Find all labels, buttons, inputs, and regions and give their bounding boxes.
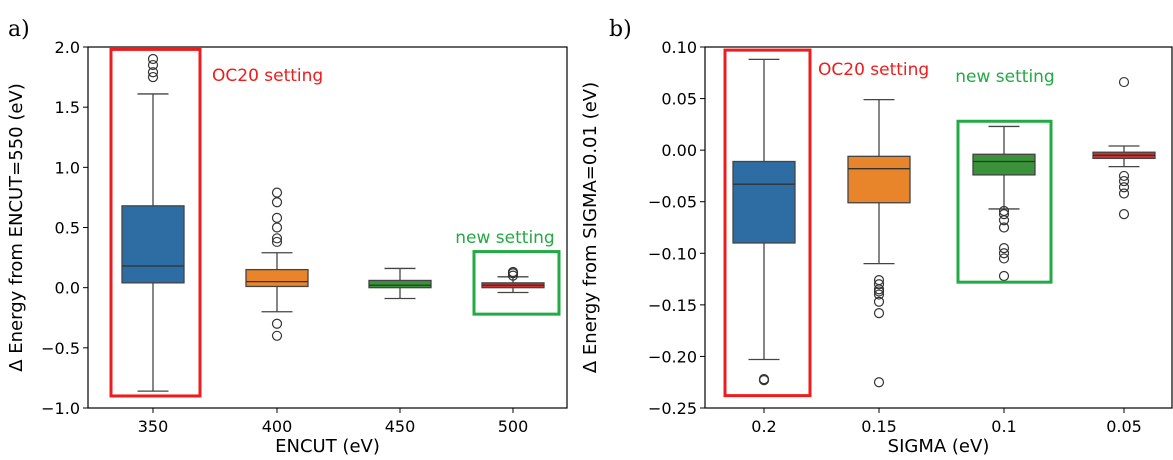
plot-frame bbox=[87, 46, 568, 409]
y-tick-label: 1.5 bbox=[55, 98, 80, 117]
x-tick-label: 500 bbox=[498, 417, 529, 436]
y-axis-label: Δ Energy from ENCUT=550 (eV) bbox=[6, 83, 27, 372]
annotation-label: new setting bbox=[455, 228, 554, 248]
outlier-point bbox=[147, 71, 159, 83]
x-tick-label: 350 bbox=[138, 417, 169, 436]
chart-panel-2: b) −0.25 −0.20 −0.15 −0.10 −0.05 0.00 0.05 0.10 0… bbox=[580, 17, 1173, 457]
outlier-point bbox=[147, 67, 159, 78]
outlier-point bbox=[271, 330, 283, 341]
outlier-point bbox=[507, 266, 519, 278]
outlier-point bbox=[147, 59, 159, 71]
box-iqr bbox=[368, 279, 432, 289]
box-0.15 bbox=[847, 98, 911, 388]
outlier-point bbox=[271, 222, 283, 233]
plot-frame bbox=[704, 46, 1173, 409]
box-iqr bbox=[972, 153, 1036, 176]
box-iqr bbox=[847, 155, 911, 204]
y-tick-label: 0.10 bbox=[661, 38, 697, 57]
y-axis-label: Δ Energy from SIGMA=0.01 (eV) bbox=[580, 82, 601, 373]
outlier-point bbox=[1118, 182, 1130, 193]
outlier-point bbox=[873, 289, 885, 300]
y-tick-label: −0.5 bbox=[41, 339, 80, 358]
y-tick-label: 2.0 bbox=[55, 38, 80, 57]
x-tick-label: 0.05 bbox=[1106, 417, 1142, 436]
box-0.2 bbox=[732, 58, 796, 386]
outlier-point bbox=[507, 270, 519, 281]
y-tick-label: 0.0 bbox=[55, 279, 80, 298]
y-tick-label: 0.5 bbox=[55, 219, 80, 238]
outlier-point bbox=[1118, 170, 1130, 182]
box-450 bbox=[368, 267, 432, 300]
y-tick-label: −1.0 bbox=[41, 399, 80, 418]
outlier-point bbox=[1118, 175, 1130, 187]
outlier-point bbox=[271, 318, 283, 329]
outlier-point bbox=[271, 233, 283, 244]
outlier-point bbox=[998, 270, 1010, 282]
annotation-label: new setting bbox=[955, 67, 1054, 87]
box-350 bbox=[121, 53, 185, 392]
y-tick-label: −0.25 bbox=[648, 399, 697, 418]
outlier-point bbox=[758, 375, 770, 386]
outlier-point bbox=[1118, 208, 1130, 220]
box-0.05 bbox=[1092, 76, 1156, 220]
box-iqr bbox=[121, 205, 185, 284]
outlier-point bbox=[271, 212, 283, 223]
outlier-point bbox=[873, 296, 885, 307]
panel-label: b) bbox=[609, 17, 632, 42]
outlier-point bbox=[998, 215, 1010, 226]
highlight-box bbox=[109, 47, 202, 398]
y-tick-label: 0.00 bbox=[661, 141, 697, 160]
annotation-label: OC20 setting bbox=[818, 60, 929, 80]
chart-panel-1: a) −1.0 −0.5 0.0 0.5 1.0 1.5 2.0 350 400 450 500 ENC… bbox=[6, 17, 568, 457]
box-iqr bbox=[732, 160, 796, 244]
box-400 bbox=[245, 187, 309, 341]
y-tick-label: 0.05 bbox=[661, 90, 697, 109]
outlier-point bbox=[271, 197, 283, 208]
y-tick-label: −0.10 bbox=[648, 244, 697, 263]
outlier-point bbox=[998, 253, 1010, 264]
outlier-point bbox=[271, 187, 283, 198]
outlier-point bbox=[147, 53, 159, 65]
x-tick-label: 0.15 bbox=[861, 417, 897, 436]
outlier-point bbox=[1118, 188, 1130, 199]
x-tick-label: 400 bbox=[262, 417, 293, 436]
panel-label: a) bbox=[8, 17, 30, 42]
box-0.1 bbox=[972, 125, 1036, 282]
x-axis-label: SIGMA (eV) bbox=[888, 436, 990, 457]
outlier-point bbox=[271, 236, 283, 248]
y-tick-label: −0.20 bbox=[648, 347, 697, 366]
highlight-box bbox=[956, 119, 1053, 284]
outlier-point bbox=[998, 208, 1010, 220]
box-500 bbox=[481, 266, 545, 294]
x-tick-label: 0.2 bbox=[751, 417, 776, 436]
outlier-point bbox=[873, 286, 885, 297]
outlier-point bbox=[998, 248, 1010, 259]
x-tick-label: 450 bbox=[385, 417, 416, 436]
outlier-point bbox=[998, 222, 1010, 233]
y-tick-label: −0.15 bbox=[648, 296, 697, 315]
annotation-label: OC20 setting bbox=[212, 66, 323, 86]
highlight-box bbox=[723, 48, 812, 398]
outlier-point bbox=[873, 308, 885, 319]
box-iqr bbox=[245, 268, 309, 288]
y-tick-label: −0.05 bbox=[648, 193, 697, 212]
outlier-point bbox=[1118, 76, 1130, 88]
highlight-box bbox=[472, 250, 561, 316]
outlier-point bbox=[873, 279, 885, 290]
y-tick-label: 1.0 bbox=[55, 158, 80, 177]
outlier-point bbox=[873, 377, 885, 388]
outlier-point bbox=[873, 284, 885, 295]
x-tick-label: 0.1 bbox=[991, 417, 1016, 436]
x-axis-label: ENCUT (eV) bbox=[275, 436, 380, 457]
outlier-point bbox=[998, 243, 1010, 254]
